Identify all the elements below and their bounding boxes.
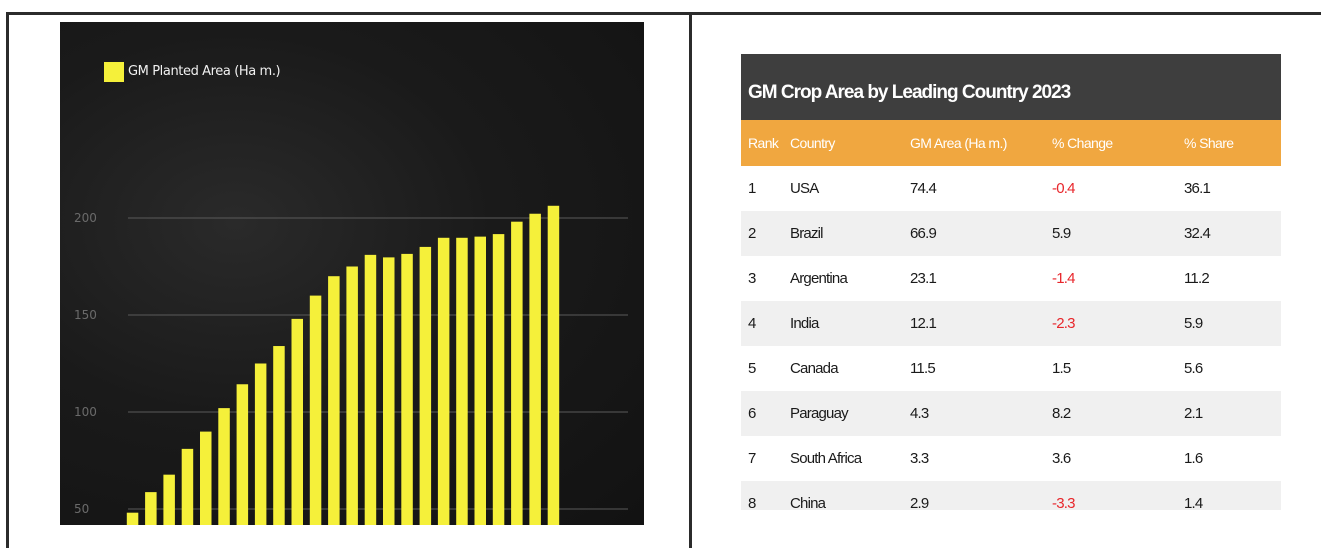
- cell-area: 4.3: [909, 391, 1051, 436]
- bar: [236, 384, 249, 525]
- bar: [200, 431, 212, 525]
- cell-country: Canada: [790, 360, 839, 377]
- bar: [474, 236, 486, 525]
- bar: [529, 213, 541, 525]
- table-row: 5 Canada 11.5 1.5 5.6: [741, 346, 1281, 391]
- country-table: Rank Country GM Area (Ha m.) % Change % …: [741, 120, 1281, 510]
- col-header-share: % Share: [1183, 120, 1281, 166]
- cell-share: 36.1: [1184, 180, 1211, 197]
- cell-change: 8.2: [1051, 391, 1183, 436]
- bar: [547, 205, 560, 525]
- cell-country: Brazil: [789, 211, 909, 256]
- cell-share: 2.1: [1183, 391, 1281, 436]
- cell-change: 1.5: [1052, 360, 1071, 377]
- cell-country: South Africa: [790, 450, 862, 467]
- y-tick-label: 50: [74, 502, 89, 516]
- table-row: 8 China 2.9 -3.3 1.4: [741, 481, 1281, 510]
- table-row: 3 Argentina 23.1 -1.4 11.2: [741, 256, 1281, 301]
- bar: [126, 512, 139, 525]
- table-row: 7 South Africa 3.3 3.6 1.6: [741, 436, 1281, 481]
- bar: [492, 234, 505, 525]
- country-table-panel: GM Crop Area by Leading Country 2023 Ran…: [741, 54, 1281, 510]
- cell-share: 32.4: [1183, 211, 1281, 256]
- bar: [163, 474, 175, 525]
- cell-share: 5.6: [1184, 360, 1203, 377]
- bar-chart-panel: 200 150 100 50 GM Planted Area (Ha m.): [60, 22, 644, 525]
- y-tick-label: 100: [74, 405, 97, 419]
- panel-divider: [689, 12, 692, 548]
- col-header-country: Country: [789, 120, 909, 166]
- legend-swatch: [104, 62, 124, 82]
- bar: [328, 276, 340, 525]
- cell-area: 2.9: [909, 481, 1051, 510]
- cell-change: -0.4: [1052, 180, 1075, 197]
- table-row: 2 Brazil 66.9 5.9 32.4: [741, 211, 1281, 256]
- cell-country: USA: [790, 180, 819, 197]
- table-header-row: Rank Country GM Area (Ha m.) % Change % …: [741, 120, 1281, 166]
- cell-change: -1.4: [1052, 270, 1075, 287]
- col-header-change: % Change: [1051, 120, 1183, 166]
- cell-rank: 8: [741, 481, 789, 510]
- bar: [309, 295, 322, 525]
- cell-change: 5.9: [1051, 211, 1183, 256]
- cell-share: 1.4: [1183, 481, 1281, 510]
- cell-rank: 3: [748, 270, 756, 287]
- bar: [419, 246, 432, 525]
- col-header-rank: Rank: [741, 120, 789, 166]
- table-title: GM Crop Area by Leading Country 2023: [741, 54, 1281, 120]
- y-tick-label: 200: [74, 211, 97, 225]
- bar: [346, 266, 358, 525]
- cell-rank: 1: [748, 180, 756, 197]
- legend-label: GM Planted Area (Ha m.): [128, 64, 281, 79]
- bar: [218, 408, 230, 525]
- table-row: 6 Paraguay 4.3 8.2 2.1: [741, 391, 1281, 436]
- cell-share: 1.6: [1184, 450, 1203, 467]
- cell-country: India: [789, 301, 909, 346]
- cell-change: -2.3: [1051, 301, 1183, 346]
- cell-rank: 7: [748, 450, 756, 467]
- bar: [383, 257, 395, 525]
- cell-share: 11.2: [1184, 270, 1210, 287]
- bar: [145, 492, 157, 525]
- cell-country: Argentina: [790, 270, 848, 287]
- table-row: 1 USA 74.4 -0.4 36.1: [741, 166, 1281, 211]
- cell-area: 12.1: [909, 301, 1051, 346]
- bar: [401, 253, 413, 525]
- cell-area: 66.9: [909, 211, 1051, 256]
- bar: [511, 221, 523, 525]
- cell-change: -3.3: [1051, 481, 1183, 510]
- bar: [364, 254, 377, 525]
- bar-chart-svg: 200 150 100 50: [74, 205, 628, 525]
- cell-rank: 4: [741, 301, 789, 346]
- bar: [456, 237, 468, 525]
- cell-area: 3.3: [910, 450, 929, 467]
- cell-rank: 5: [748, 360, 756, 377]
- cell-area: 23.1: [910, 270, 937, 287]
- bar: [273, 346, 285, 525]
- cell-share: 5.9: [1183, 301, 1281, 346]
- table-row: 4 India 12.1 -2.3 5.9: [741, 301, 1281, 346]
- outer-frame: [6, 12, 1321, 548]
- col-header-area: GM Area (Ha m.): [909, 120, 1051, 166]
- bar: [254, 363, 267, 525]
- cell-country: Paraguay: [789, 391, 909, 436]
- bar: [291, 318, 303, 525]
- cell-area: 74.4: [910, 180, 937, 197]
- cell-area: 11.5: [910, 360, 936, 377]
- bar: [437, 237, 450, 525]
- cell-change: 3.6: [1052, 450, 1071, 467]
- cell-rank: 2: [741, 211, 789, 256]
- cell-rank: 6: [741, 391, 789, 436]
- cell-country: China: [789, 481, 909, 510]
- bar: [181, 448, 194, 525]
- y-tick-label: 150: [74, 308, 97, 322]
